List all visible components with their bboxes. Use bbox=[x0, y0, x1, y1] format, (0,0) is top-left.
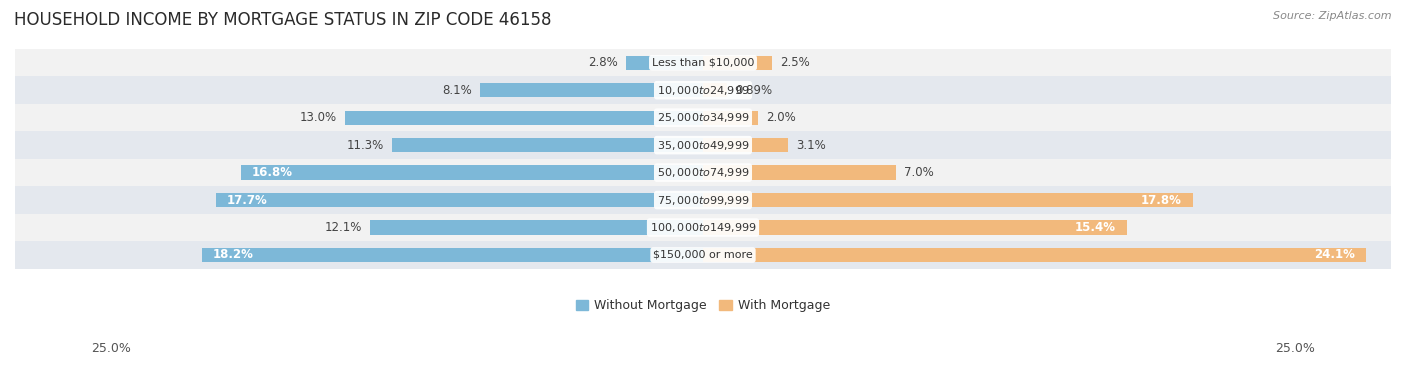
Bar bbox=[15, 132, 1391, 159]
Bar bbox=[240, 166, 703, 180]
Bar bbox=[15, 104, 1391, 132]
Text: $10,000 to $24,999: $10,000 to $24,999 bbox=[657, 84, 749, 97]
Text: 7.0%: 7.0% bbox=[904, 166, 934, 179]
Bar bbox=[703, 166, 896, 180]
Text: 2.5%: 2.5% bbox=[780, 56, 810, 69]
Text: $35,000 to $49,999: $35,000 to $49,999 bbox=[657, 139, 749, 152]
Text: $150,000 or more: $150,000 or more bbox=[654, 250, 752, 260]
Bar bbox=[703, 83, 727, 98]
Text: 11.3%: 11.3% bbox=[346, 139, 384, 152]
Text: 17.7%: 17.7% bbox=[226, 194, 267, 206]
Legend: Without Mortgage, With Mortgage: Without Mortgage, With Mortgage bbox=[571, 294, 835, 317]
Text: Source: ZipAtlas.com: Source: ZipAtlas.com bbox=[1274, 11, 1392, 21]
Text: 24.1%: 24.1% bbox=[1315, 248, 1355, 262]
Bar bbox=[479, 83, 703, 98]
Text: 13.0%: 13.0% bbox=[299, 111, 337, 124]
Text: 2.8%: 2.8% bbox=[588, 56, 617, 69]
Text: 3.1%: 3.1% bbox=[797, 139, 827, 152]
Bar bbox=[15, 186, 1391, 214]
Text: $100,000 to $149,999: $100,000 to $149,999 bbox=[650, 221, 756, 234]
Text: 15.4%: 15.4% bbox=[1074, 221, 1116, 234]
Text: 25.0%: 25.0% bbox=[1275, 342, 1315, 355]
Text: 25.0%: 25.0% bbox=[91, 342, 131, 355]
Bar bbox=[703, 138, 789, 152]
Text: 16.8%: 16.8% bbox=[252, 166, 292, 179]
Bar bbox=[202, 248, 703, 262]
Text: 17.8%: 17.8% bbox=[1142, 194, 1182, 206]
Text: 18.2%: 18.2% bbox=[214, 248, 254, 262]
Text: HOUSEHOLD INCOME BY MORTGAGE STATUS IN ZIP CODE 46158: HOUSEHOLD INCOME BY MORTGAGE STATUS IN Z… bbox=[14, 11, 551, 29]
Bar bbox=[703, 110, 758, 125]
Bar bbox=[703, 193, 1192, 207]
Bar bbox=[15, 159, 1391, 186]
Bar bbox=[703, 220, 1126, 235]
Bar bbox=[392, 138, 703, 152]
Text: 2.0%: 2.0% bbox=[766, 111, 796, 124]
Bar bbox=[346, 110, 703, 125]
Text: 0.89%: 0.89% bbox=[735, 84, 773, 97]
Bar bbox=[15, 241, 1391, 269]
Bar bbox=[15, 49, 1391, 76]
Bar bbox=[626, 56, 703, 70]
Bar bbox=[370, 220, 703, 235]
Text: $75,000 to $99,999: $75,000 to $99,999 bbox=[657, 194, 749, 206]
Bar bbox=[217, 193, 703, 207]
Text: Less than $10,000: Less than $10,000 bbox=[652, 58, 754, 68]
Text: $50,000 to $74,999: $50,000 to $74,999 bbox=[657, 166, 749, 179]
Text: 8.1%: 8.1% bbox=[441, 84, 472, 97]
Bar bbox=[703, 248, 1367, 262]
Bar bbox=[15, 76, 1391, 104]
Text: $25,000 to $34,999: $25,000 to $34,999 bbox=[657, 111, 749, 124]
Bar bbox=[15, 214, 1391, 241]
Bar bbox=[703, 56, 772, 70]
Text: 12.1%: 12.1% bbox=[325, 221, 361, 234]
